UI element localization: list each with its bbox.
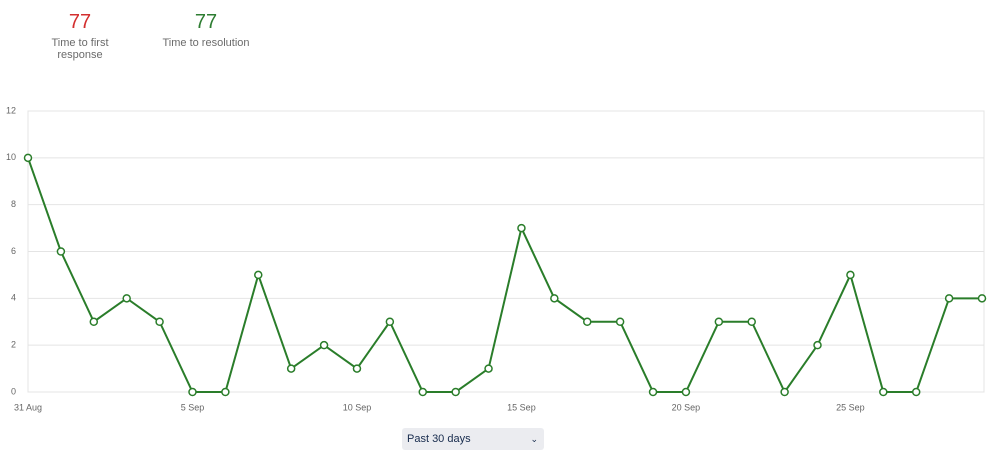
point (418, 387, 428, 397)
stat-value: 77 (68, 11, 92, 33)
x-tick-label: 10 Sep (343, 402, 372, 412)
line (27, 157, 982, 394)
date-range-select[interactable]: Past 30 days ⌄ (402, 428, 544, 450)
point (977, 294, 987, 303)
x-tick-label: 5 Sep (181, 402, 205, 412)
point (23, 153, 33, 163)
point (648, 387, 658, 397)
point (155, 317, 164, 326)
point (188, 387, 197, 397)
stat-label: Time to resolution (162, 37, 250, 49)
point (385, 317, 395, 326)
point (484, 364, 493, 373)
x-tick-label: 31 Aug (14, 402, 42, 412)
point (911, 387, 921, 397)
y-tick-label: 2 (11, 340, 16, 350)
stat: 77 Time to resolution (160, 10, 252, 49)
point (122, 294, 131, 303)
point (550, 294, 559, 303)
point (319, 340, 329, 350)
point (714, 317, 724, 326)
y-tick-label: 6 (11, 246, 16, 256)
x-tick-label: 20 Sep (672, 402, 701, 412)
point (615, 317, 625, 326)
y-tick-label: 12 (6, 105, 16, 115)
point (254, 270, 263, 280)
point (681, 387, 691, 397)
y-tick-label: 8 (11, 199, 16, 209)
point (582, 317, 592, 326)
point (780, 387, 789, 397)
point (221, 387, 230, 397)
point (944, 294, 954, 303)
point (517, 223, 526, 233)
point (352, 364, 362, 373)
point (89, 317, 99, 326)
chevron: ⌄ (530, 434, 538, 444)
point (846, 270, 855, 280)
point (56, 247, 66, 256)
x-tick-label: 15 Sep (507, 402, 536, 412)
y-tick-label: 0 (11, 386, 16, 396)
point (451, 387, 460, 397)
y-tick-label: 10 (6, 152, 16, 162)
select-text: Past 30 days (407, 433, 471, 445)
point (286, 364, 296, 373)
point (879, 387, 888, 397)
point (747, 317, 756, 326)
stat-label: Time to first response (51, 37, 109, 61)
x-tick-label: 25 Sep (836, 402, 865, 412)
y-tick-label: 4 (11, 293, 16, 303)
stat-value: 77 (194, 11, 218, 33)
stat: 77 Time to first response (28, 10, 132, 61)
point (813, 340, 822, 350)
